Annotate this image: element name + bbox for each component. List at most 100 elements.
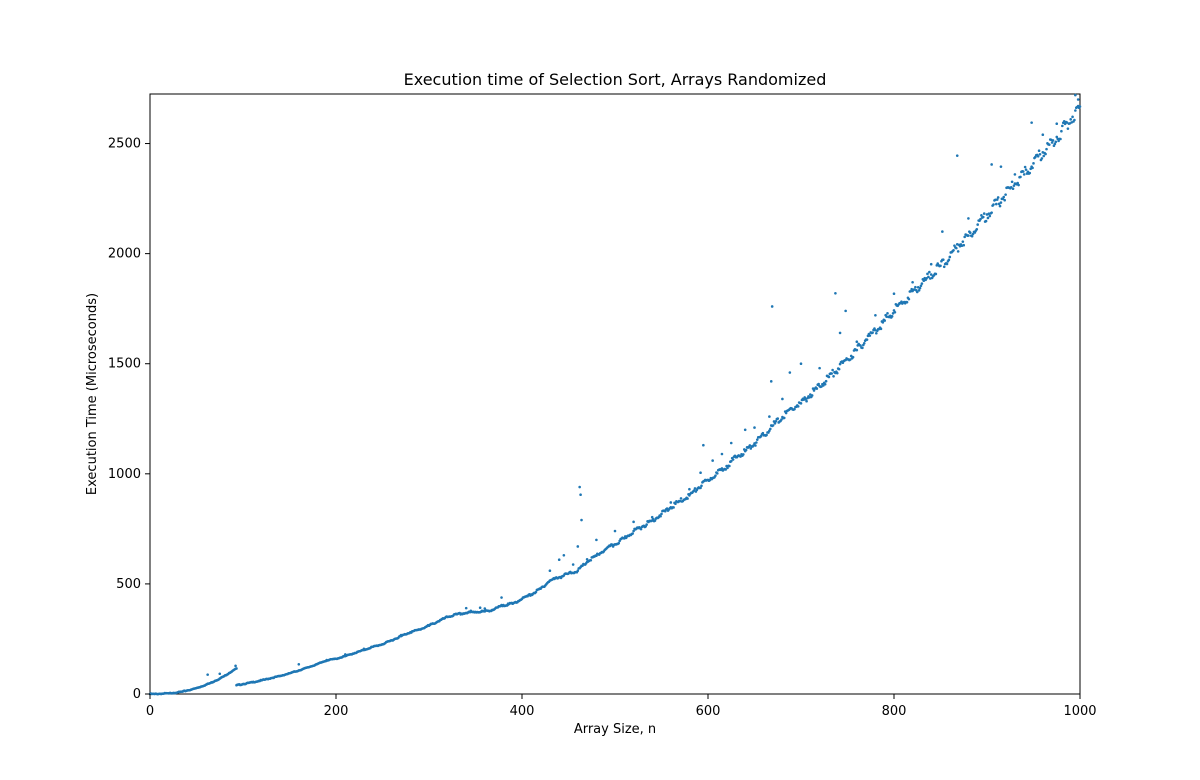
scatter-point-outlier <box>218 672 222 676</box>
scatter-point <box>885 315 888 318</box>
scatter-point <box>988 214 992 218</box>
scatter-point <box>761 431 765 435</box>
scatter-point <box>952 249 955 252</box>
scatter-point <box>1078 105 1082 108</box>
x-axis-ticks: 0 200 400 600 800 1000 <box>146 694 1097 719</box>
scatter-point-outlier <box>990 163 993 166</box>
y-tick-label: 2000 <box>108 247 141 262</box>
scatter-point <box>963 235 966 239</box>
scatter-point <box>971 232 975 236</box>
scatter-point <box>905 300 909 304</box>
scatter-point <box>805 399 808 403</box>
scatter-point <box>659 514 662 518</box>
scatter-point <box>817 382 820 386</box>
scatter-point <box>1061 124 1064 128</box>
scatter-point <box>1038 152 1042 156</box>
scatter-point <box>1032 162 1035 165</box>
scatter-point <box>782 416 786 420</box>
scatter-point <box>979 217 982 221</box>
scatter-point-outlier <box>613 529 617 533</box>
scatter-point <box>982 212 986 215</box>
scatter-point <box>851 355 855 359</box>
scatter-point <box>742 453 745 456</box>
scatter-point-outlier <box>344 653 347 656</box>
scatter-point <box>879 327 883 331</box>
scatter-point <box>942 265 946 269</box>
scatter-point <box>1011 187 1015 190</box>
scatter-point <box>1012 184 1016 187</box>
scatter-point-outlier <box>941 230 944 233</box>
scatter-point-outlier <box>838 331 842 335</box>
scatter-point <box>855 348 859 352</box>
scatter-point <box>1022 173 1026 176</box>
scatter-point <box>796 405 800 408</box>
scatter-point-outlier <box>427 624 431 628</box>
scatter-point-outlier <box>768 415 771 418</box>
scatter-point <box>534 590 538 594</box>
scatter-point <box>1054 140 1058 144</box>
scatter-point <box>645 523 648 526</box>
y-tick-label: 1000 <box>108 467 141 482</box>
scatter-point <box>617 541 621 545</box>
x-tick-label: 1000 <box>1063 704 1096 719</box>
scatter-point-outlier <box>711 459 714 462</box>
scatter-point <box>956 250 960 253</box>
scatter-point-outlier <box>1055 122 1059 126</box>
scatter-point-outlier <box>548 569 552 572</box>
y-axis-ticks: 0 500 1000 1500 2000 2500 <box>108 137 150 702</box>
scatter-point-outlier <box>999 165 1003 168</box>
scatter-point <box>812 389 816 392</box>
scatter-point-outlier <box>770 305 774 308</box>
scatter-point <box>1016 181 1019 185</box>
scatter-point <box>1071 115 1074 119</box>
scatter-point <box>995 198 999 201</box>
scatter-point <box>862 341 866 345</box>
scatter-point <box>793 407 796 411</box>
scatter-point-outlier <box>834 291 837 295</box>
x-tick-label: 0 <box>146 704 154 719</box>
scatter-point-outlier <box>753 426 756 429</box>
scatter-point <box>752 444 755 447</box>
scatter-point <box>859 344 862 347</box>
scatter-point <box>1040 157 1044 160</box>
scatter-point-outlier <box>297 662 301 666</box>
scatter-point-outlier <box>702 443 705 447</box>
scatter-point <box>823 382 827 386</box>
scatter-point-outlier <box>874 313 877 317</box>
scatter-point-outlier <box>1030 121 1033 124</box>
scatter-point <box>774 419 778 423</box>
scatter-point <box>861 346 864 350</box>
scatter-point <box>773 422 777 425</box>
scatter-point-outlier <box>781 397 784 401</box>
scatter-point <box>997 202 1001 206</box>
scatter-point <box>1017 183 1020 187</box>
scatter-point-outlier <box>844 309 847 313</box>
scatter-point <box>1023 165 1027 169</box>
scatter-point-outlier <box>929 262 933 266</box>
scatter-point <box>686 497 689 500</box>
y-tick-label: 500 <box>116 577 141 592</box>
scatter-point-outlier <box>500 596 503 599</box>
scatter-point-outlier <box>399 633 403 637</box>
scatter-point <box>920 282 924 285</box>
scatter-point <box>1036 155 1040 158</box>
scatter-point-outlier <box>576 545 580 548</box>
scatter-point-outlier <box>699 471 702 475</box>
scatter-point <box>1069 118 1072 121</box>
scatter-point <box>941 258 945 262</box>
scatter-point-outlier <box>729 441 733 445</box>
scatter-point <box>679 497 683 500</box>
scatter-point <box>716 472 719 475</box>
scatter-point <box>769 427 772 431</box>
scatter-point-outlier <box>743 428 747 432</box>
scatter-point <box>907 297 911 301</box>
scatter-point-outlier <box>557 558 561 561</box>
scatter-point-outlier <box>579 493 582 497</box>
scatter-point <box>660 512 663 516</box>
scatter-point <box>799 402 803 405</box>
y-axis-label: Execution Time (Microseconds) <box>85 293 100 495</box>
scatter-point <box>235 667 238 670</box>
scatter-point-outlier <box>464 606 468 610</box>
scatter-point <box>835 371 839 375</box>
